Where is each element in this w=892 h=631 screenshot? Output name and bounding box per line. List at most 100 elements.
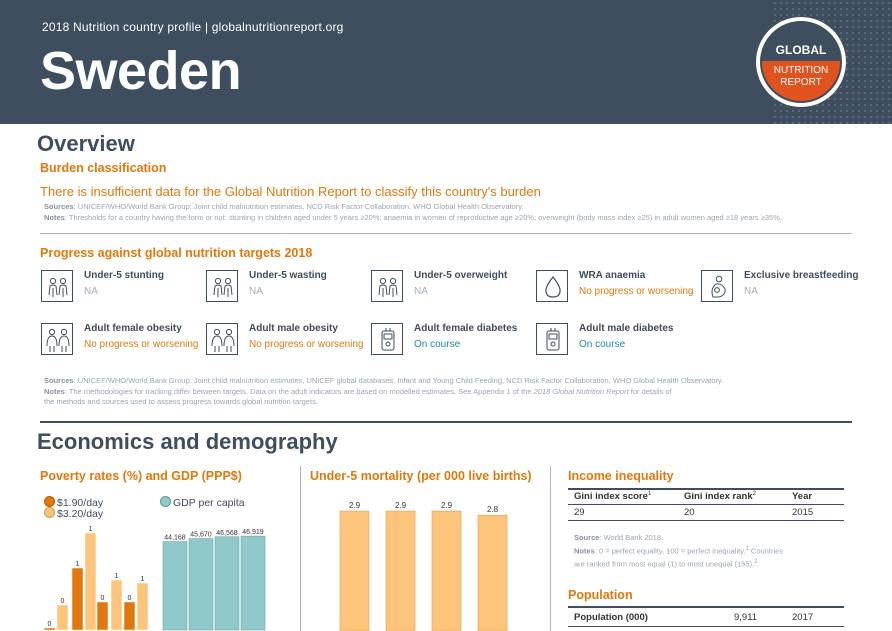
overview-title: Overview [37,131,135,156]
indicator-adult-female-diabetes: Adult female diabetes On course [371,323,531,363]
table-rule [568,520,844,521]
column-divider [550,466,551,631]
population-value: 9,911 [734,612,758,623]
gdp-label: 45,670 [190,532,212,539]
indicator-name: Adult female diabetes [414,323,518,334]
country-title: Sweden [40,41,242,101]
poverty-190-label: 1 [76,561,80,568]
income-notes: Source: World Bank 2018. Notes: 0 = perf… [574,533,844,570]
notes-text: : Thresholds for a country having the fo… [64,212,782,222]
poverty-320-label: 1 [141,576,145,583]
legend-swatch [160,496,171,507]
global-nutrition-report-logo: GLOBAL NUTRITION REPORT [756,17,846,107]
children-icon [41,270,73,302]
legend-swatch [44,507,55,518]
mortality-label: 2.8 [487,505,499,514]
notes-text: : 0 = perfect equality, 100 = perfect in… [594,546,746,555]
mortality-bar [431,510,462,631]
indicator-name: Under-5 stunting [84,270,164,281]
blood-drop-icon [536,270,568,302]
legend-swatch [44,496,55,507]
mortality-label: 2.9 [395,501,407,510]
mortality-label: 2.9 [441,501,453,510]
poverty-320-label: 1 [115,573,119,580]
gini-header-rank: Gini index rank2 [684,491,756,502]
indicator-under-5-overweight: Under-5 overweight NA [371,270,531,310]
adults-icon [41,323,73,355]
logo-text-nutrition-report: NUTRITION REPORT [762,61,840,101]
header-banner: 2018 Nutrition country profile | globaln… [0,0,892,124]
sources-label: Sources [44,202,74,211]
poverty-190-bar [96,601,109,631]
glucose-meter-icon [536,323,568,355]
poverty-heading: Poverty rates (%) and GDP (PPP$) [40,469,242,483]
indicator-name: Exclusive breastfeeding [744,270,859,281]
legend-item-320: $3.20/day [44,507,103,520]
divider [40,233,852,234]
burden-text: There is insufficient data for the Globa… [40,184,541,199]
gdp-bar [214,536,240,631]
gdp-label: 46,568 [216,530,238,537]
indicator-status: No progress or worsening [249,339,364,350]
legend-label: $1.90/day [57,497,104,509]
glucose-meter-icon [371,323,403,355]
poverty-gdp-chart: 0 0 1 1 0 1 0 1 44,168 45,670 46,568 46,919 [43,526,266,631]
legend-label: $3.20/day [57,508,104,520]
indicator-name: Adult female obesity [84,323,182,334]
indicator-adult-female-obesity: Adult female obesity No progress or worse… [41,323,201,363]
gini-rank-value: 20 [684,507,695,518]
gini-header-sup: 2 [752,491,756,497]
indicator-status: NA [744,286,758,297]
progress-sources: Sources: UNICEF/WHO/World Bank Group: Jo… [44,376,864,408]
income-heading: Income inequality [568,469,674,483]
indicator-adult-male-obesity: Adult male obesity No progress or worseni… [206,323,366,363]
table-rule [568,606,844,608]
poverty-190-bar [71,567,84,631]
sources-label: Sources [44,376,74,385]
poverty-320-bar [136,582,149,631]
progress-heading: Progress against global nutrition target… [40,246,313,260]
poverty-190-bar [43,627,56,631]
notes-label: Notes [574,546,595,555]
population-heading: Population [568,588,633,602]
poverty-190-label: 0 [101,595,105,602]
poverty-320-label: 0 [61,598,65,605]
notes-label: Notes [44,386,65,396]
mortality-label: 2.9 [349,501,361,510]
mortality-bar [477,514,508,631]
indicator-status: NA [249,286,263,297]
sources-text: : UNICEF/WHO/World Bank Group: Joint chi… [73,202,524,211]
indicator-wra-anaemia: WRA anaemia No progress or worsening [536,270,696,310]
notes-text-1b: Countries [748,546,784,555]
mortality-heading: Under-5 mortality (per 000 live births) [310,469,532,483]
notes-text: : The methodologies for tracking differ … [64,386,534,396]
indicator-under-5-stunting: Under-5 stunting NA [41,270,201,310]
gini-score-value: 29 [574,507,585,518]
indicator-name: Under-5 wasting [249,270,327,281]
indicator-exclusive-breastfeeding: Exclusive breastfeeding NA [701,270,861,310]
burden-sources: Sources: UNICEF/WHO/World Bank Group: Jo… [44,202,874,223]
gini-header-sup: 1 [647,491,652,497]
table-rule [568,504,844,505]
source-label: Source [574,533,600,542]
gini-year-value: 2015 [792,507,814,518]
indicator-name: Adult male obesity [249,323,338,334]
population-label: Population (000) [574,612,648,623]
gdp-label: 46,919 [242,529,264,536]
notes-label: Notes [44,212,65,222]
gdp-bar [162,541,188,631]
legend-item-190: $1.90/day [44,496,103,509]
children-icon [206,270,238,302]
gini-header-label: Gini index rank [684,491,753,503]
notes-sup: 2 [754,558,758,565]
indicator-status: NA [414,286,428,297]
population-year: 2017 [792,612,814,623]
indicator-status: On course [579,339,626,350]
notes-text-2: for details of [628,386,672,396]
indicator-status: On course [414,339,461,350]
notes-sup: 1 [745,545,749,552]
column-divider [300,466,301,631]
indicator-name: Adult male diabetes [579,323,674,334]
indicator-status: No progress or worsening [579,286,694,297]
poverty-320-bar [84,532,97,631]
